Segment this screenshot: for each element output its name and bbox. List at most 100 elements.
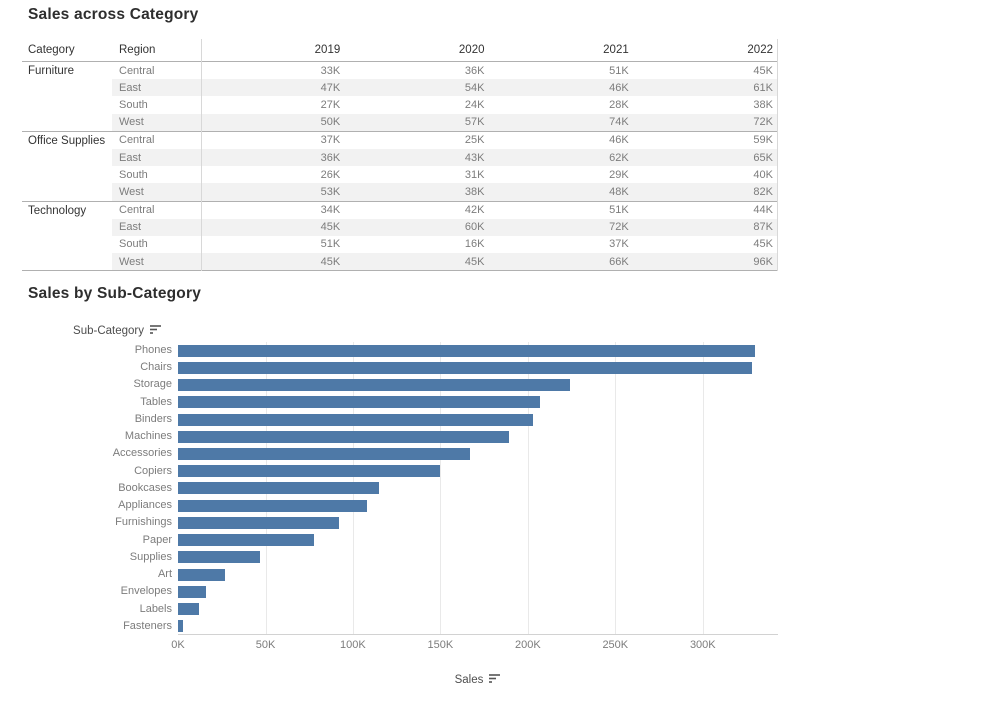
bar-category-label[interactable]: Binders	[134, 412, 172, 425]
bar-category-label[interactable]: Storage	[133, 378, 172, 391]
category-cell[interactable]: Technology	[28, 204, 87, 217]
bar[interactable]	[178, 361, 752, 374]
bar[interactable]	[178, 620, 184, 633]
value-cell[interactable]: 38K	[753, 98, 773, 111]
value-cell[interactable]: 50K	[320, 116, 341, 129]
region-cell[interactable]: West	[119, 185, 144, 198]
value-cell[interactable]: 16K	[464, 238, 485, 251]
value-cell[interactable]: 46K	[609, 134, 629, 147]
bar-category-label[interactable]: Furnishings	[115, 516, 172, 529]
bar-category-label[interactable]: Machines	[124, 430, 172, 443]
bar-category-label[interactable]: Fasteners	[123, 619, 172, 632]
bar[interactable]	[178, 448, 471, 461]
value-cell[interactable]: 44K	[753, 204, 773, 217]
value-cell[interactable]: 66K	[609, 255, 629, 268]
value-cell[interactable]: 29K	[609, 168, 629, 181]
value-cell[interactable]: 74K	[609, 116, 629, 129]
value-cell[interactable]: 27K	[320, 98, 341, 111]
value-cell[interactable]: 82K	[753, 185, 773, 198]
value-cell[interactable]: 40K	[753, 168, 773, 181]
value-cell[interactable]: 46K	[609, 81, 629, 94]
bar[interactable]	[178, 551, 261, 564]
value-cell[interactable]: 59K	[753, 134, 773, 147]
value-cell[interactable]: 42K	[464, 204, 485, 217]
value-cell[interactable]: 33K	[320, 64, 341, 77]
region-cell[interactable]: East	[119, 81, 142, 94]
value-cell[interactable]: 57K	[464, 116, 485, 129]
bar-category-label[interactable]: Bookcases	[118, 481, 172, 494]
region-cell[interactable]: South	[119, 98, 148, 111]
value-cell[interactable]: 60K	[464, 221, 485, 234]
value-cell[interactable]: 37K	[320, 134, 341, 147]
region-cell[interactable]: South	[119, 238, 148, 251]
value-cell[interactable]: 51K	[609, 204, 629, 217]
sort-descending-icon[interactable]	[149, 324, 162, 338]
value-cell[interactable]: 47K	[320, 81, 341, 94]
region-cell[interactable]: Central	[119, 204, 155, 217]
value-cell[interactable]: 26K	[320, 168, 341, 181]
region-cell[interactable]: South	[119, 168, 148, 181]
bar[interactable]	[178, 585, 206, 598]
bar[interactable]	[178, 344, 756, 357]
value-cell[interactable]: 48K	[609, 185, 629, 198]
bar[interactable]	[178, 396, 541, 409]
value-cell[interactable]: 62K	[609, 151, 629, 164]
value-cell[interactable]: 45K	[320, 221, 341, 234]
value-cell[interactable]: 96K	[753, 255, 773, 268]
bar-category-label[interactable]: Chairs	[140, 361, 172, 374]
column-header-2021[interactable]: 2021	[603, 44, 629, 56]
region-cell[interactable]: East	[119, 151, 142, 164]
value-cell[interactable]: 45K	[753, 64, 773, 77]
bar-category-label[interactable]: Paper	[142, 533, 172, 546]
value-cell[interactable]: 51K	[609, 64, 629, 77]
column-header-2022[interactable]: 2022	[747, 44, 773, 56]
bar[interactable]	[178, 499, 367, 512]
region-cell[interactable]: Central	[119, 64, 155, 77]
sort-descending-icon[interactable]	[488, 673, 501, 687]
bar-category-label[interactable]: Accessories	[112, 447, 172, 460]
bar[interactable]	[178, 413, 534, 426]
bar-category-label[interactable]: Supplies	[129, 550, 172, 563]
bar-category-label[interactable]: Envelopes	[120, 585, 172, 598]
value-cell[interactable]: 61K	[753, 81, 773, 94]
value-cell[interactable]: 36K	[320, 151, 341, 164]
value-cell[interactable]: 51K	[320, 238, 341, 251]
row-axis-header[interactable]: Sub-Category	[0, 323, 162, 338]
bar-category-label[interactable]: Copiers	[134, 464, 172, 477]
value-cell[interactable]: 72K	[753, 116, 773, 129]
value-cell[interactable]: 25K	[464, 134, 485, 147]
bar-category-label[interactable]: Labels	[139, 602, 172, 615]
value-cell[interactable]: 45K	[753, 238, 773, 251]
category-cell[interactable]: Furniture	[28, 65, 75, 77]
bar[interactable]	[178, 516, 339, 529]
value-cell[interactable]: 28K	[609, 98, 629, 111]
value-cell[interactable]: 34K	[320, 204, 341, 217]
category-cell[interactable]: Office Supplies	[28, 134, 106, 147]
column-header-2019[interactable]: 2019	[314, 44, 341, 56]
value-cell[interactable]: 36K	[464, 64, 485, 77]
bar[interactable]	[178, 534, 315, 547]
value-cell[interactable]: 45K	[464, 255, 485, 268]
value-cell[interactable]: 24K	[464, 98, 485, 111]
bar-category-label[interactable]: Phones	[134, 344, 172, 356]
column-header-2020[interactable]: 2020	[458, 44, 485, 56]
value-cell[interactable]: 43K	[464, 151, 485, 164]
value-cell[interactable]: 54K	[464, 81, 485, 94]
bar-category-label[interactable]: Art	[157, 568, 172, 581]
region-cell[interactable]: West	[119, 255, 144, 268]
value-cell[interactable]: 65K	[753, 151, 773, 164]
bar[interactable]	[178, 603, 199, 616]
bar-category-label[interactable]: Tables	[140, 395, 172, 408]
x-axis-header[interactable]: Sales	[178, 672, 778, 687]
region-cell[interactable]: East	[119, 221, 142, 234]
value-cell[interactable]: 53K	[320, 185, 341, 198]
bar[interactable]	[178, 465, 441, 478]
bar-category-label[interactable]: Appliances	[118, 499, 172, 512]
value-cell[interactable]: 45K	[320, 255, 341, 268]
bar[interactable]	[178, 430, 509, 443]
value-cell[interactable]: 38K	[464, 185, 485, 198]
value-cell[interactable]: 72K	[609, 221, 629, 234]
value-cell[interactable]: 87K	[753, 221, 773, 234]
bar[interactable]	[178, 379, 570, 392]
bar[interactable]	[178, 568, 226, 581]
